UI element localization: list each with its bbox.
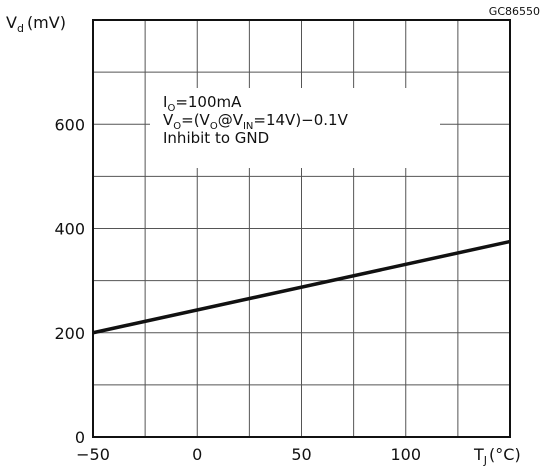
x-tick-label: 100 xyxy=(390,445,421,464)
x-axis-label-symbol: T xyxy=(473,445,484,464)
grid-lines xyxy=(92,19,511,438)
annotation-box xyxy=(150,88,440,168)
series-layer xyxy=(92,239,511,335)
y-axis-label-symbol: V xyxy=(6,13,17,32)
annotation-text-run: =100mA xyxy=(175,93,242,111)
y-tick-label: 0 xyxy=(75,428,85,447)
y-axis-label-subscript: d xyxy=(17,22,24,35)
y-axis-label: Vd (mV) xyxy=(6,13,66,35)
annotation-text-run: =(V xyxy=(181,111,210,129)
annotation-text-run: Inhibit to GND xyxy=(163,129,269,147)
annotation-text-run: O xyxy=(167,103,175,114)
annotation-text-run: I xyxy=(163,93,167,111)
annotation-text-run: O xyxy=(173,121,181,132)
y-tick-label: 600 xyxy=(54,115,85,134)
annotation-text-run: @V xyxy=(218,111,244,129)
annotation-text-run: O xyxy=(210,121,218,132)
annotation-text-run: IN xyxy=(243,121,253,132)
y-tick-label: 400 xyxy=(54,220,85,239)
x-tick-label: 50 xyxy=(291,445,311,464)
x-tick-label: −50 xyxy=(76,445,110,464)
series-line xyxy=(92,239,511,335)
y-tick-label: 200 xyxy=(54,324,85,343)
x-axis-label-subscript: J xyxy=(483,454,487,467)
x-tick-label: 0 xyxy=(192,445,202,464)
annotation-text: IO=100mA VO=(VO@VIN=14V)−0.1V Inhibit to G… xyxy=(163,93,349,147)
y-axis-label-unit: (mV) xyxy=(27,13,66,32)
plot-frame xyxy=(92,19,511,438)
x-axis-label-unit: (°C) xyxy=(489,445,521,464)
figure-code: GC86550 xyxy=(489,5,540,18)
annotation-text-run: V xyxy=(163,111,174,129)
x-axis-label: TJ (°C) xyxy=(473,445,521,467)
annotation-text-run: =14V)−0.1V xyxy=(253,111,348,129)
